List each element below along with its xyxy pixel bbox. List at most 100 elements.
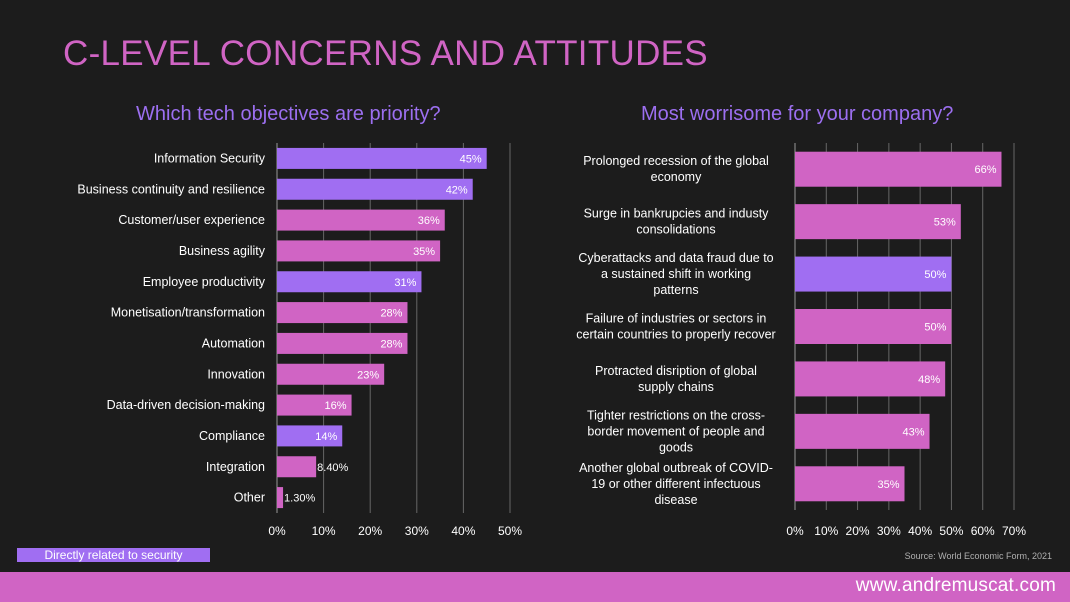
left-data-label: 45% xyxy=(460,153,482,165)
left-category-line: Automation xyxy=(202,336,265,350)
right-tick-label: 70% xyxy=(1002,524,1026,538)
left-bar xyxy=(277,394,352,416)
left-category-line: Information Security xyxy=(154,151,266,165)
left-bar xyxy=(277,302,408,324)
right-category-line: Another global outbreak of COVID- xyxy=(579,461,773,475)
right-category-line: economy xyxy=(651,170,702,184)
right-category-line: Failure of industries or sectors in xyxy=(586,312,767,326)
left-bar xyxy=(277,363,385,385)
left-tick-label: 0% xyxy=(268,524,286,538)
right-tick-label: 40% xyxy=(908,524,932,538)
right-category-line: 19 or other different infectuous xyxy=(591,477,760,491)
left-bar xyxy=(277,425,343,447)
right-bar xyxy=(795,309,952,344)
left-category-line: Employee productivity xyxy=(143,275,266,289)
left-data-label: 23% xyxy=(357,369,379,381)
right-category-line: certain countries to properly recover xyxy=(576,328,775,342)
right-category-line: Cyberattacks and data fraud due to xyxy=(578,251,773,265)
right-category-line: consolidations xyxy=(636,223,715,237)
left-data-label: 28% xyxy=(380,338,402,350)
left-category-label: Automation xyxy=(202,336,265,350)
right-data-label: 50% xyxy=(924,322,946,334)
left-category-line: Business agility xyxy=(179,244,266,258)
left-category-line: Business continuity and resilience xyxy=(77,182,265,196)
right-category-line: Tighter restrictions on the cross- xyxy=(587,408,765,422)
right-bar xyxy=(795,151,1002,187)
right-tick-label: 0% xyxy=(786,524,804,538)
left-data-label: 42% xyxy=(446,184,468,196)
left-bar xyxy=(277,332,408,354)
left-data-label: 16% xyxy=(325,400,347,412)
right-category-label: Tighter restrictions on the cross-border… xyxy=(587,408,765,454)
right-category-line: Surge in bankrupcies and industy xyxy=(584,207,770,221)
left-tick-label: 40% xyxy=(451,524,475,538)
left-bar xyxy=(277,147,487,169)
left-data-label: 14% xyxy=(315,431,337,443)
left-category-label: Monetisation/transformation xyxy=(111,306,265,320)
right-tick-label: 30% xyxy=(877,524,901,538)
right-category-line: Protracted disription of global xyxy=(595,364,757,378)
right-category-label: Protracted disription of global supply ch… xyxy=(595,364,757,394)
left-category-label: Integration xyxy=(206,460,265,474)
left-bar xyxy=(277,487,284,509)
right-tick-label: 50% xyxy=(939,524,963,538)
left-category-label: Employee productivity xyxy=(143,275,266,289)
right-category-line: Prolonged recession of the global xyxy=(583,154,769,168)
left-data-label: 36% xyxy=(418,215,440,227)
source-note: Source: World Economic Form, 2021 xyxy=(904,551,1052,561)
left-category-line: Integration xyxy=(206,460,265,474)
right-category-label: Cyberattacks and data fraud due to a sust… xyxy=(578,251,773,297)
left-category-label: Innovation xyxy=(207,367,265,381)
left-category-line: Innovation xyxy=(207,367,265,381)
left-bar xyxy=(277,456,317,478)
left-tick-label: 50% xyxy=(498,524,522,538)
right-data-label: 35% xyxy=(877,479,899,491)
left-data-label: 1.30% xyxy=(284,493,315,505)
left-bar xyxy=(277,240,441,262)
left-category-label: Data-driven decision-making xyxy=(107,398,265,412)
left-category-label: Information Security xyxy=(154,151,266,165)
right-category-line: supply chains xyxy=(638,380,714,394)
right-bar xyxy=(795,466,905,502)
right-category-label: Another global outbreak of COVID- 19 or o… xyxy=(579,461,773,507)
right-bar xyxy=(795,361,946,397)
right-tick-label: 60% xyxy=(971,524,995,538)
left-tick-label: 10% xyxy=(312,524,336,538)
footer-bar: www.andremuscat.com xyxy=(0,572,1070,602)
right-bar xyxy=(795,413,930,449)
site-url: www.andremuscat.com xyxy=(855,575,1056,596)
right-bar xyxy=(795,256,952,292)
right-data-label: 48% xyxy=(918,374,940,386)
left-category-line: Monetisation/transformation xyxy=(111,306,265,320)
right-category-line: patterns xyxy=(653,283,698,297)
left-tick-label: 20% xyxy=(358,524,382,538)
left-chart-title: Which tech objectives are priority? xyxy=(136,103,441,125)
left-bar xyxy=(277,271,422,293)
left-category-label: Customer/user experience xyxy=(118,213,265,227)
left-data-label: 35% xyxy=(413,246,435,258)
right-category-line: disease xyxy=(654,493,697,507)
right-data-label: 53% xyxy=(934,217,956,229)
left-tick-label: 30% xyxy=(405,524,429,538)
right-tick-label: 20% xyxy=(846,524,870,538)
left-category-line: Data-driven decision-making xyxy=(107,398,265,412)
left-data-label: 8.40% xyxy=(317,462,348,474)
left-category-label: Compliance xyxy=(199,429,265,443)
right-data-label: 66% xyxy=(974,164,996,176)
right-data-label: 43% xyxy=(902,426,924,438)
left-bar xyxy=(277,178,473,200)
right-category-label: Surge in bankrupcies and industy consolid… xyxy=(584,207,770,237)
right-category-line: goods xyxy=(659,440,693,454)
left-data-label: 31% xyxy=(394,277,416,289)
right-category-line: border movement of people and xyxy=(587,424,764,438)
left-category-line: Other xyxy=(234,491,265,505)
left-bar xyxy=(277,209,445,231)
page-title: C-LEVEL CONCERNS AND ATTITUDES xyxy=(63,34,708,73)
right-data-label: 50% xyxy=(924,269,946,281)
left-data-label: 28% xyxy=(380,308,402,320)
left-category-label: Business agility xyxy=(179,244,266,258)
left-category-line: Customer/user experience xyxy=(118,213,265,227)
left-category-label: Other xyxy=(234,491,265,505)
right-chart-title: Most worrisome for your company? xyxy=(641,103,954,125)
